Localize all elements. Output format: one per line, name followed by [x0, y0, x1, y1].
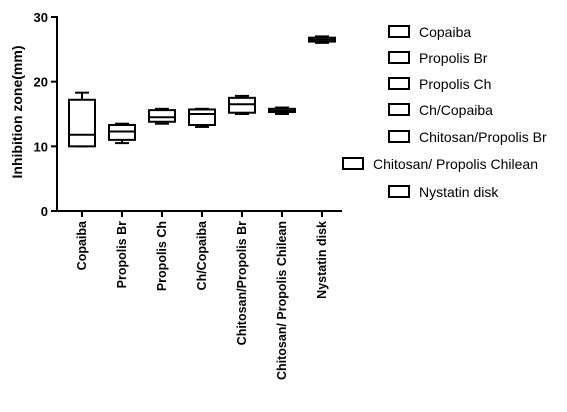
x-tick-label: Copaiba	[75, 220, 89, 270]
box-plot-5	[228, 94, 256, 115]
box-plot-1	[68, 91, 96, 148]
legend-item: Chitosan/ Propolis Chilean	[342, 156, 538, 172]
y-tick-label: 0	[41, 204, 48, 219]
legend-item: Nystatin disk	[388, 184, 499, 200]
legend-swatch	[342, 157, 364, 170]
legend-swatch	[388, 25, 410, 38]
box-plot-2	[108, 122, 136, 145]
iqr-box	[68, 98, 96, 148]
legend-label: Propolis Ch	[419, 76, 491, 92]
y-tick-label: 20	[34, 75, 48, 90]
legend-swatch	[388, 51, 410, 64]
box-plot-7	[308, 35, 336, 44]
legend-label: Ch/Copaiba	[419, 102, 493, 118]
legend-item: Propolis Ch	[388, 76, 491, 92]
x-tick-label: Chitosan/Propolis Br	[235, 221, 249, 345]
iqr-box	[188, 108, 216, 126]
legend-label: Chitosan/Propolis Br	[419, 129, 547, 145]
legend-item: Chitosan/Propolis Br	[388, 129, 547, 145]
legend-item: Ch/Copaiba	[388, 102, 493, 118]
x-tick-label: Propolis Ch	[155, 221, 169, 291]
iqr-box	[148, 109, 176, 123]
y-tick-label: 10	[34, 139, 48, 154]
plot-area: 0 10 20 30 Inhibition zone(mm) Copaiba Propoli…	[9, 10, 342, 380]
legend-label: Nystatin disk	[419, 184, 499, 200]
legend-swatch	[388, 130, 410, 143]
legend-swatch	[388, 185, 410, 198]
legend-swatch	[388, 77, 410, 90]
x-tick-label: Nystatin disk	[315, 221, 329, 299]
x-tick-label: Propolis Br	[115, 221, 129, 289]
box-plot-6	[268, 106, 296, 115]
box-plot-4	[188, 107, 216, 128]
legend-label: Chitosan/ Propolis Chilean	[373, 156, 538, 172]
legend-label: Propolis Br	[419, 50, 488, 66]
x-tick-label: Chitosan/ Propolis Chilean	[275, 221, 289, 380]
y-tick-label: 30	[34, 10, 48, 25]
box-plot-3	[148, 107, 176, 125]
legend-swatch	[388, 103, 410, 116]
legend-label: Copaiba	[419, 24, 471, 40]
y-axis-title: Inhibition zone(mm)	[9, 46, 25, 179]
legend: Copaiba Propolis Br Propolis Ch Ch/Copaiba C…	[342, 24, 547, 200]
legend-item: Copaiba	[388, 24, 471, 40]
x-tick-label: Ch/Copaiba	[195, 220, 209, 290]
legend-item: Propolis Br	[388, 50, 488, 66]
